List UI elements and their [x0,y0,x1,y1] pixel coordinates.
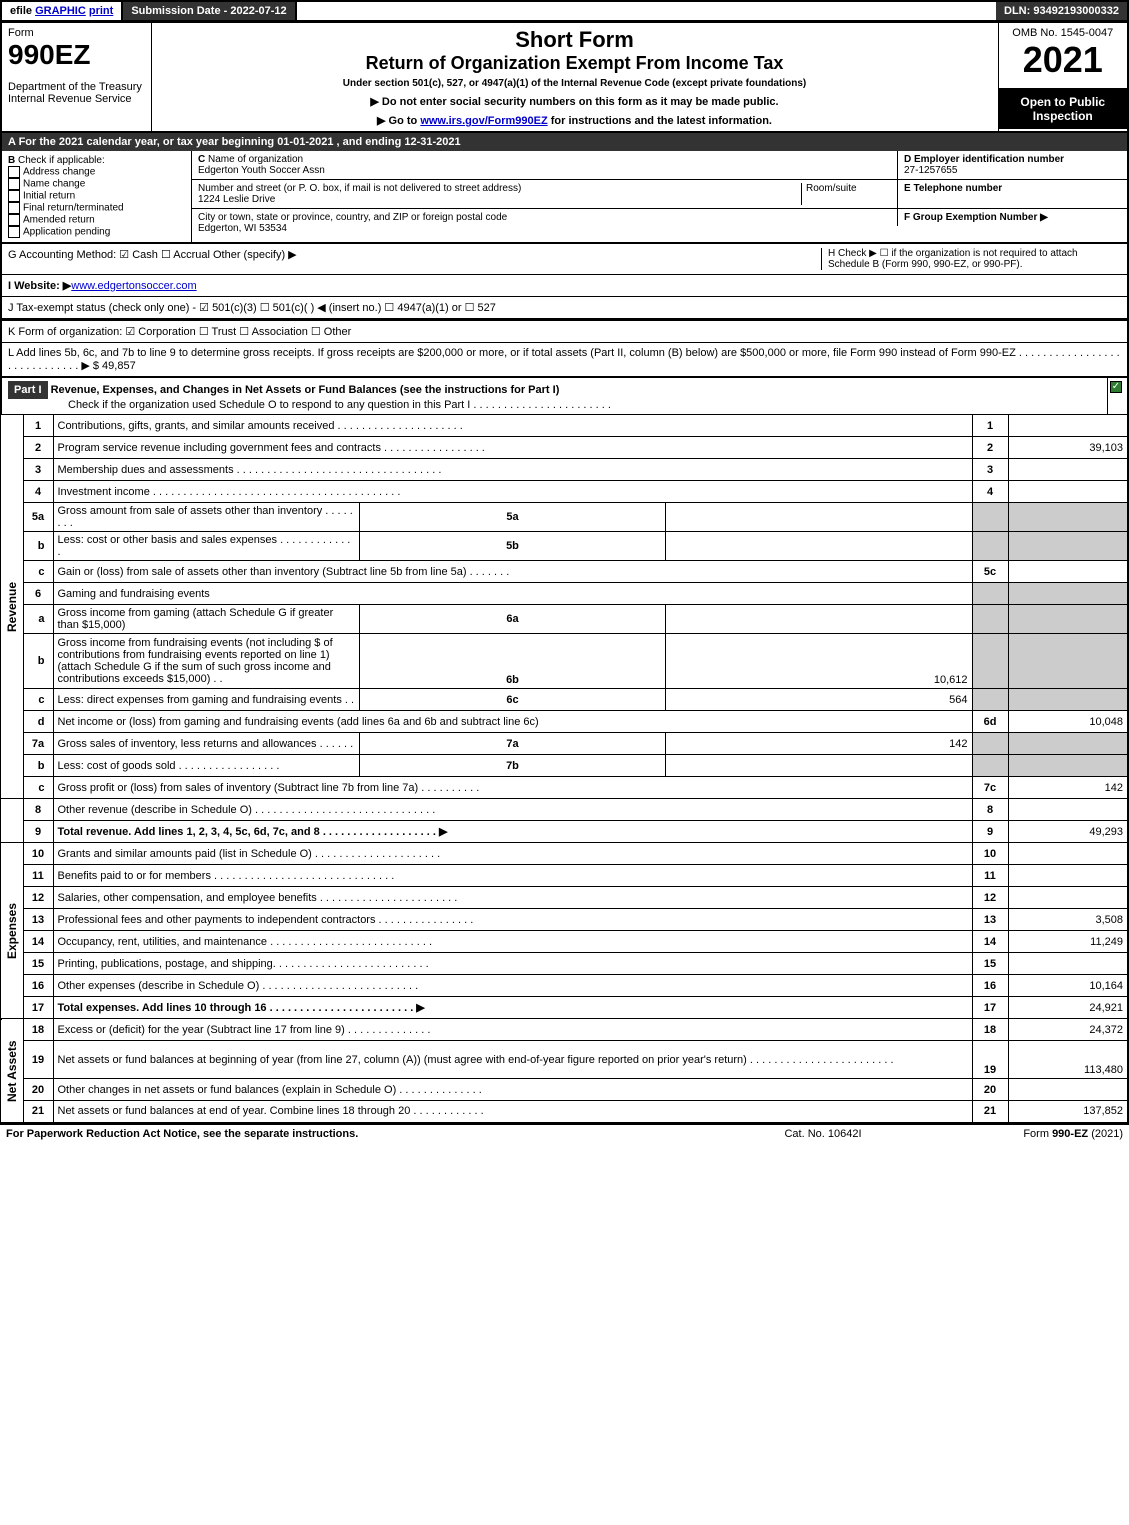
val-line-20 [1008,1079,1128,1101]
val-line-8 [1008,799,1128,821]
val-line-5c [1008,561,1128,583]
val-line-17: 24,921 [1008,997,1128,1019]
efile-prefix: efile [10,5,35,17]
form-number: 990EZ [8,39,145,71]
val-line-14: 11,249 [1008,931,1128,953]
val-line-10 [1008,843,1128,865]
val-line-1 [1008,415,1128,437]
val-line-12 [1008,887,1128,909]
irs-link[interactable]: www.irs.gov/Form990EZ [420,115,547,127]
chk-final-return[interactable] [8,202,20,214]
row-form-org: K Form of organization: ☑ Corporation ☐ … [0,319,1129,343]
group-exemption: F Group Exemption Number ▶ [904,212,1048,223]
paperwork-notice: For Paperwork Reduction Act Notice, see … [6,1128,723,1140]
part-i-checkbox[interactable] [1107,378,1127,414]
room-suite: Room/suite [801,183,891,205]
chk-initial-return[interactable] [8,190,20,202]
val-line-6a [666,605,972,634]
side-net-assets: Net Assets [1,1019,23,1123]
val-line-5b [666,532,972,561]
part-i-label: Part I [8,381,48,399]
title-short-form: Short Form [158,27,992,53]
omb: OMB No. 1545-0047 [1005,27,1122,39]
page-footer: For Paperwork Reduction Act Notice, see … [0,1124,1129,1143]
form-header: Form 990EZ Department of the Treasury In… [0,22,1129,133]
form-ref: Form 990-EZ (2021) [923,1128,1123,1140]
val-line-6d: 10,048 [1008,711,1128,733]
instr-ssn: ▶ Do not enter social security numbers o… [158,95,992,108]
row-a-tax-year: A For the 2021 calendar year, or tax yea… [0,133,1129,151]
title-return: Return of Organization Exempt From Incom… [158,53,992,74]
schedule-b-check: H Check ▶ ☐ if the organization is not r… [821,248,1121,270]
val-line-6c: 564 [666,689,972,711]
top-bar: efile GRAPHIC print Submission Date - 20… [0,0,1129,22]
irs: Internal Revenue Service [8,93,145,105]
val-line-7b [666,755,972,777]
val-line-2: 39,103 [1008,437,1128,459]
val-line-15 [1008,953,1128,975]
org-name: Edgerton Youth Soccer Assn [198,165,325,176]
col-def: D Employer identification number 27-1257… [897,151,1127,242]
val-line-7c: 142 [1008,777,1128,799]
dept-treasury: Department of the Treasury [8,81,145,93]
val-line-19: 113,480 [1008,1041,1128,1079]
graphic-link[interactable]: GRAPHIC [35,5,86,17]
row-gh: G Accounting Method: ☑ Cash ☐ Accrual Ot… [0,244,1129,275]
val-line-5a [666,503,972,532]
open-to-public: Open to Public Inspection [999,89,1128,129]
chk-address-change[interactable] [8,166,20,178]
efile-cell: efile GRAPHIC print [2,2,123,20]
col-c: C Name of organization Edgerton Youth So… [192,151,897,242]
side-revenue: Revenue [1,415,23,799]
tax-year: 2021 [1005,39,1122,81]
accounting-method: G Accounting Method: ☑ Cash ☐ Accrual Ot… [8,248,821,270]
telephone-label: E Telephone number [904,183,1002,194]
row-l-gross-receipts: L Add lines 5b, 6c, and 7b to line 9 to … [0,343,1129,378]
chk-app-pending[interactable] [8,226,20,238]
row-tax-exempt: J Tax-exempt status (check only one) - ☑… [0,297,1129,319]
org-city: Edgerton, WI 53534 [198,223,287,234]
dln: DLN: 93492193000332 [996,2,1127,20]
val-line-11 [1008,865,1128,887]
val-line-13: 3,508 [1008,909,1128,931]
subtitle: Under section 501(c), 527, or 4947(a)(1)… [158,78,992,89]
print-link[interactable]: print [89,5,113,17]
chk-amended[interactable] [8,214,20,226]
row-website: I Website: ▶www.edgertonsoccer.com [0,275,1129,297]
val-line-4 [1008,481,1128,503]
cat-no: Cat. No. 10642I [723,1128,923,1140]
submission-date: Submission Date - 2022-07-12 [123,2,296,20]
part-i-header: Part I Revenue, Expenses, and Changes in… [0,378,1129,414]
instr-goto: ▶ Go to www.irs.gov/Form990EZ for instru… [158,114,992,127]
website-link[interactable]: www.edgertonsoccer.com [71,280,196,292]
val-line-3 [1008,459,1128,481]
val-line-6b: 10,612 [666,634,972,689]
val-line-7a: 142 [666,733,972,755]
val-line-16: 10,164 [1008,975,1128,997]
org-address: 1224 Leslie Drive [198,194,275,205]
ein: 27-1257655 [904,165,957,176]
section-bcdef: B Check if applicable: Address change Na… [0,151,1129,244]
form-word: Form [8,27,145,39]
val-line-9: 49,293 [1008,821,1128,843]
val-line-18: 24,372 [1008,1019,1128,1041]
col-b: B Check if applicable: Address change Na… [2,151,192,242]
part-i-table: Revenue 1 Contributions, gifts, grants, … [0,414,1129,1124]
val-line-21: 137,852 [1008,1101,1128,1123]
chk-name-change[interactable] [8,178,20,190]
side-expenses: Expenses [1,843,23,1019]
